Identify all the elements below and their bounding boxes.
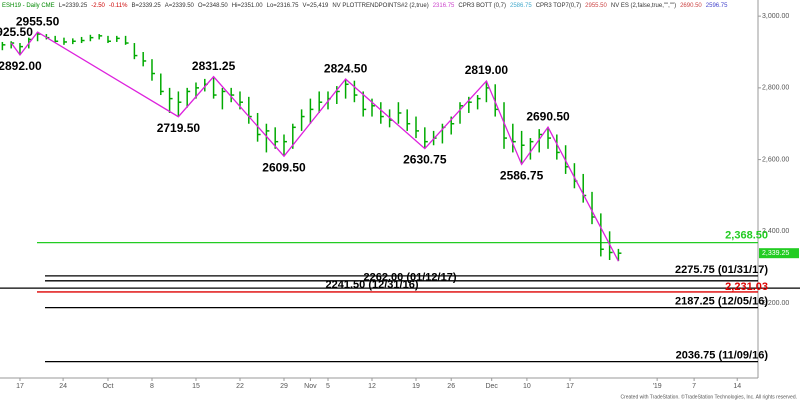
header-item: L=2339.25 [59,3,88,9]
x-tick-label: Oct [103,383,114,390]
swing-label: 2925.50 [0,25,33,39]
header-item: 2690.50 [680,3,702,9]
y-tick-label: 2,200.00 [762,300,789,307]
header-item: NV ES (2,false,true,"","") [611,3,676,9]
swing-label: 2609.50 [262,160,306,174]
swing-label: 2824.50 [324,61,368,75]
x-tick-label: 22 [236,383,244,390]
x-tick-label: 7 [692,383,696,390]
x-tick-label: 12 [368,383,376,390]
header: ESH19 - Daily CME L=2339.25 -2.50 -0.11% B=2… [2,3,728,9]
level-label: 2275.75 (01/31/17) [675,264,768,276]
x-tick-label: Nov [304,383,317,390]
header-item: -2.50 [91,3,105,9]
header-item: CPR3 BOTT (0,7) [458,3,506,9]
swing-label: 2955.50 [16,14,60,28]
x-tick-label: 17 [566,383,574,390]
y-tick-label: 3,000.00 [762,13,789,20]
header-item: CPR3 TOP7(0,7) [536,3,581,9]
x-tick-label: 19 [412,383,420,390]
x-tick-label: 26 [447,383,455,390]
y-tick-label: 2,400.00 [762,228,789,235]
header-item: -0.11% [109,3,128,9]
header-item: 2316.75 [433,3,455,9]
x-tick-label: 8 [150,383,154,390]
level-label: 2,231.03 [725,281,768,293]
swing-label: 2630.75 [403,153,447,167]
x-tick-label: 15 [192,383,200,390]
header-item: V=25,419 [302,3,329,9]
y-tick-label: 2,800.00 [762,85,789,92]
header-item: O=2348.50 [198,3,229,9]
x-tick-label: 10 [523,383,531,390]
swing-label: 2690.50 [526,109,570,123]
y-tick-label: 2,600.00 [762,156,789,163]
swing-label: 2831.25 [192,59,236,73]
x-tick-label: 14 [733,383,741,390]
x-tick-label: '19 [653,383,662,390]
swing-label: 2719.50 [157,121,201,135]
level-label: 2036.75 (11/09/16) [676,349,769,361]
swing-label: 2892.00 [0,59,42,73]
header-item: Lo=2316.75 [267,3,300,9]
level-label: 2241.50 (12/31/16) [326,279,419,291]
level-label: 2187.25 (12/05/16) [675,296,768,308]
x-tick-label: 24 [59,383,67,390]
last-price-box [759,248,799,259]
footer: Created with TradeStation. ©TradeStation… [620,393,797,400]
header-item: A=2339.50 [165,3,195,9]
header-item: B=2339.25 [131,3,161,9]
header-item: 2955.50 [585,3,607,9]
header-item: NV PLOTTRENDPOINTS#2 (2,true) [332,3,428,9]
swing-label: 2819.00 [465,63,509,77]
header-item: ESH19 - Daily CME [2,3,55,9]
swing-label: 2586.75 [500,169,544,183]
last-price-label: 2,339.25 [762,250,789,257]
level-label: 2,368.50 [725,230,768,242]
x-tick-label: 17 [16,383,24,390]
header-item: 2586.75 [510,3,532,9]
x-tick-label: Dec [485,383,498,390]
x-tick-label: 5 [326,383,330,390]
header-item: 2596.75 [706,3,728,9]
swing-line [10,31,619,262]
x-tick-label: 29 [280,383,288,390]
level-label: 2262.00 (01/12/17) [364,272,457,284]
header-item: Hi=2351.00 [232,3,264,9]
